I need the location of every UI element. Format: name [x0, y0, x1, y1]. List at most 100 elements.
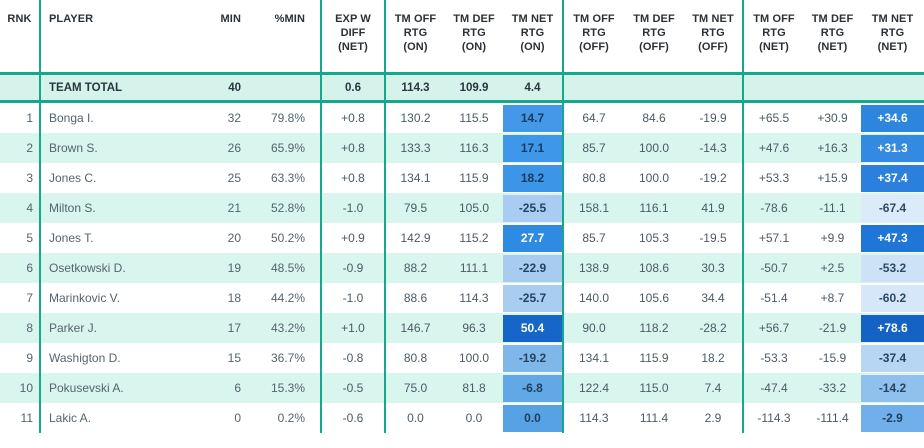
rank-cell: 7: [0, 283, 41, 313]
def-rtg-net-cell: +8.7: [820, 291, 845, 305]
player-name[interactable]: Washigton D.: [49, 351, 121, 365]
col-header-tm-def-rtg-off[interactable]: TM DEF RTG (OFF): [633, 13, 675, 54]
team-total-exp-w-diff: 0.6: [322, 75, 386, 100]
net-rtg-on-cell: 17.1: [503, 133, 564, 163]
def-rtg-off-cell: 116.1: [639, 201, 669, 215]
net-rtg-off-cell: 18.2: [684, 343, 744, 373]
off-rtg-on-cell: 79.5: [403, 201, 428, 215]
off-rtg-net-cell: -50.7: [760, 261, 788, 275]
net-rtg-off-cell: -19.2: [684, 163, 744, 193]
net-rtg-on-cell: 18.2: [503, 163, 564, 193]
net-rtg-off-cell: -28.2: [684, 313, 744, 343]
player-name[interactable]: Lakic A.: [49, 411, 92, 425]
def-rtg-net-cell: -111.4: [816, 411, 849, 425]
net-rtg-net-cell: -14.2: [861, 373, 924, 403]
player-name[interactable]: Jones C.: [49, 171, 97, 185]
player-name[interactable]: Marinkovic V.: [49, 291, 120, 305]
exp-w-diff-cell: +0.8: [322, 163, 386, 193]
col-header-tm-net-rtg-net[interactable]: TM NET RTG (NET): [871, 13, 914, 54]
net-rtg-net-cell: +34.6: [861, 103, 924, 133]
off-rtg-off-cell: 80.8: [582, 171, 606, 185]
player-name[interactable]: Brown S.: [49, 141, 98, 155]
exp-w-diff-cell: +0.8: [322, 103, 386, 133]
off-rtg-net-cell: -47.4: [760, 381, 788, 395]
net-rtg-off-cell: 30.3: [684, 253, 744, 283]
col-header-rnk[interactable]: RNK: [0, 0, 41, 72]
off-rtg-on-cell: 130.2: [400, 111, 431, 125]
off-rtg-on-cell: 146.7: [400, 321, 431, 335]
player-rows: 1 Bonga I. 32 79.8% +0.8 130.2 115.5 14.…: [0, 103, 924, 433]
off-rtg-off-cell: 138.9: [578, 261, 610, 275]
def-rtg-net-cell: -11.1: [819, 201, 846, 215]
rank-cell: 2: [0, 133, 41, 163]
player-name[interactable]: Osetkowski D.: [49, 261, 126, 275]
def-rtg-off-cell: 105.3: [638, 231, 670, 245]
exp-w-diff-cell: +0.9: [322, 223, 386, 253]
net-rtg-on-cell: 14.7: [503, 103, 564, 133]
net-rtg-net-cell: +78.6: [861, 313, 924, 343]
player-name[interactable]: Jones T.: [49, 231, 94, 245]
net-rtg-on-cell: -19.2: [503, 343, 564, 373]
player-name[interactable]: Milton S.: [49, 201, 96, 215]
col-header-min[interactable]: MIN: [220, 13, 241, 25]
player-name[interactable]: Bonga I.: [49, 111, 94, 125]
team-total-off-rtg-on: 114.3: [401, 81, 430, 94]
pct-minutes-cell: 50.2%: [245, 223, 322, 253]
net-rtg-on-heat-value: 17.1: [503, 134, 562, 162]
def-rtg-on-cell: 114.3: [459, 291, 489, 305]
table-row: 11 Lakic A. 0 0.2% -0.6 0.0 0.0 0.0 114.…: [0, 403, 924, 433]
off-rtg-on-cell: 88.2: [403, 261, 428, 275]
team-total-row: TEAM TOTAL 40 0.6 114.3 109.9 4.4: [0, 72, 924, 103]
def-rtg-off-cell: 111.4: [639, 411, 669, 425]
minutes-cell: 18: [227, 291, 241, 305]
team-total-def-rtg-off: [624, 75, 684, 100]
col-header-tm-net-rtg-off[interactable]: TM NET RTG (OFF): [684, 0, 744, 72]
col-header-tm-def-rtg-net[interactable]: TM DEF RTG (NET): [811, 13, 854, 54]
table-row: 4 Milton S. 21 52.8% -1.0 79.5 105.0 -25…: [0, 193, 924, 223]
team-total-rank-cell: [0, 75, 41, 100]
col-header-tm-off-rtg-net[interactable]: TM OFF RTG (NET): [753, 13, 795, 54]
col-header-tm-def-rtg-on[interactable]: TM DEF RTG (ON): [453, 13, 495, 54]
col-header-pct-min[interactable]: %MIN: [245, 0, 322, 72]
def-rtg-on-cell: 111.1: [459, 261, 489, 275]
col-header-tm-off-rtg-on[interactable]: TM OFF RTG (ON): [394, 13, 437, 54]
net-rtg-off-cell: 34.4: [684, 283, 744, 313]
off-rtg-off-cell: 134.1: [578, 351, 610, 365]
net-rtg-off-cell: 7.4: [684, 373, 744, 403]
def-rtg-net-cell: +15.9: [817, 171, 848, 185]
off-rtg-net-cell: +53.3: [758, 171, 790, 185]
table-row: 6 Osetkowski D. 19 48.5% -0.9 88.2 111.1…: [0, 253, 924, 283]
net-rtg-net-heat-value: -2.9: [861, 404, 924, 432]
net-rtg-net-heat-value: -14.2: [861, 374, 924, 402]
rank-cell: 5: [0, 223, 41, 253]
team-total-label: TEAM TOTAL: [49, 81, 123, 94]
off-rtg-net-cell: -114.3: [757, 411, 791, 425]
player-name[interactable]: Parker J.: [49, 321, 98, 335]
rank-cell: 1: [0, 103, 41, 133]
minutes-cell: 19: [227, 261, 241, 275]
pct-minutes-cell: 52.8%: [245, 193, 322, 223]
def-rtg-off-cell: 108.6: [638, 261, 670, 275]
col-header-exp-w-diff[interactable]: EXP W DIFF (NET): [322, 0, 386, 72]
team-total-def-rtg-net: [804, 75, 861, 100]
off-rtg-off-cell: 122.4: [578, 381, 610, 395]
player-name[interactable]: Pokusevski A.: [49, 381, 124, 395]
net-rtg-net-cell: -67.4: [861, 193, 924, 223]
col-header-player[interactable]: PLAYER: [49, 13, 94, 25]
table-row: 2 Brown S. 26 65.9% +0.8 133.3 116.3 17.…: [0, 133, 924, 163]
off-rtg-on-cell: 75.0: [403, 381, 428, 395]
def-rtg-net-cell: +2.5: [820, 261, 845, 275]
minutes-cell: 0: [234, 411, 241, 425]
net-rtg-net-heat-value: +34.6: [861, 104, 924, 132]
pct-minutes-cell: 48.5%: [245, 253, 322, 283]
col-header-tm-net-rtg-on[interactable]: TM NET RTG (ON): [503, 0, 564, 72]
net-rtg-on-heat-value: 18.2: [503, 164, 562, 192]
def-rtg-on-cell: 116.3: [459, 141, 489, 155]
off-rtg-net-cell: -51.4: [760, 291, 788, 305]
def-rtg-net-cell: +16.3: [817, 141, 848, 155]
exp-w-diff-cell: -0.8: [322, 343, 386, 373]
net-rtg-on-heat-value: 0.0: [503, 404, 562, 432]
col-header-tm-off-rtg-off[interactable]: TM OFF RTG (OFF): [573, 13, 615, 54]
table-header-row: RNK PLAYER MIN %MIN EXP W DIFF (NET) TM …: [0, 0, 924, 72]
def-rtg-off-cell: 84.6: [642, 111, 666, 125]
